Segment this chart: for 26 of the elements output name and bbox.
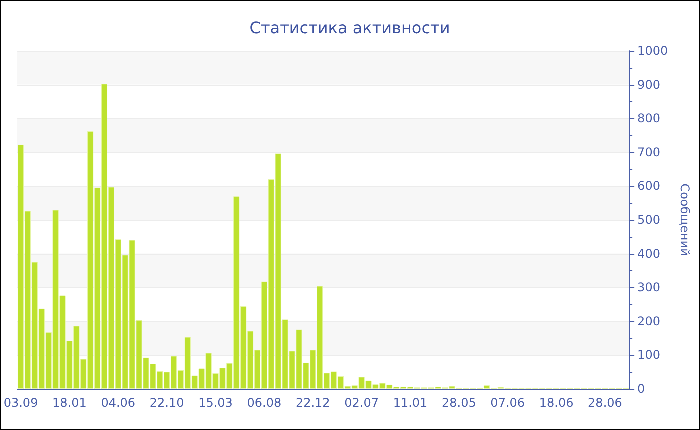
y-tick-label: 500 <box>638 213 660 227</box>
y-tick-label: 800 <box>638 112 660 126</box>
x-tick-label: 15.03 <box>198 396 233 410</box>
x-tick-label: 04.06 <box>101 396 136 410</box>
x-tick-label: 06.08 <box>247 396 282 410</box>
y-tick-label: 100 <box>638 348 660 362</box>
y-tick-label: 0 <box>638 382 646 396</box>
y-tick-label: 700 <box>638 145 660 160</box>
x-tick-label: 22.12 <box>296 396 330 410</box>
y-tick-label: 600 <box>638 179 660 194</box>
x-tick-label: 18.06 <box>539 396 574 410</box>
x-tick-label: 11.01 <box>393 396 428 410</box>
x-tick-label: 02.07 <box>344 396 379 410</box>
y-tick-label: 400 <box>638 246 660 261</box>
chart-title: Статистика активности <box>250 18 450 38</box>
x-tick-label: 22.10 <box>150 396 184 410</box>
x-tick-label: 07.06 <box>490 396 526 410</box>
x-tick-label: 28.06 <box>588 396 622 410</box>
y-tick-label: 900 <box>638 78 660 92</box>
y-tick-label: 1000 <box>638 44 668 58</box>
y-tick-label: 300 <box>638 280 660 295</box>
x-tick-label: 28.05 <box>442 396 476 410</box>
y-tick-label: 200 <box>638 314 660 328</box>
y-axis-title: Сообщений <box>678 184 692 256</box>
x-tick-label: 18.01 <box>52 396 87 410</box>
x-tick-label: 03.09 <box>4 396 38 410</box>
